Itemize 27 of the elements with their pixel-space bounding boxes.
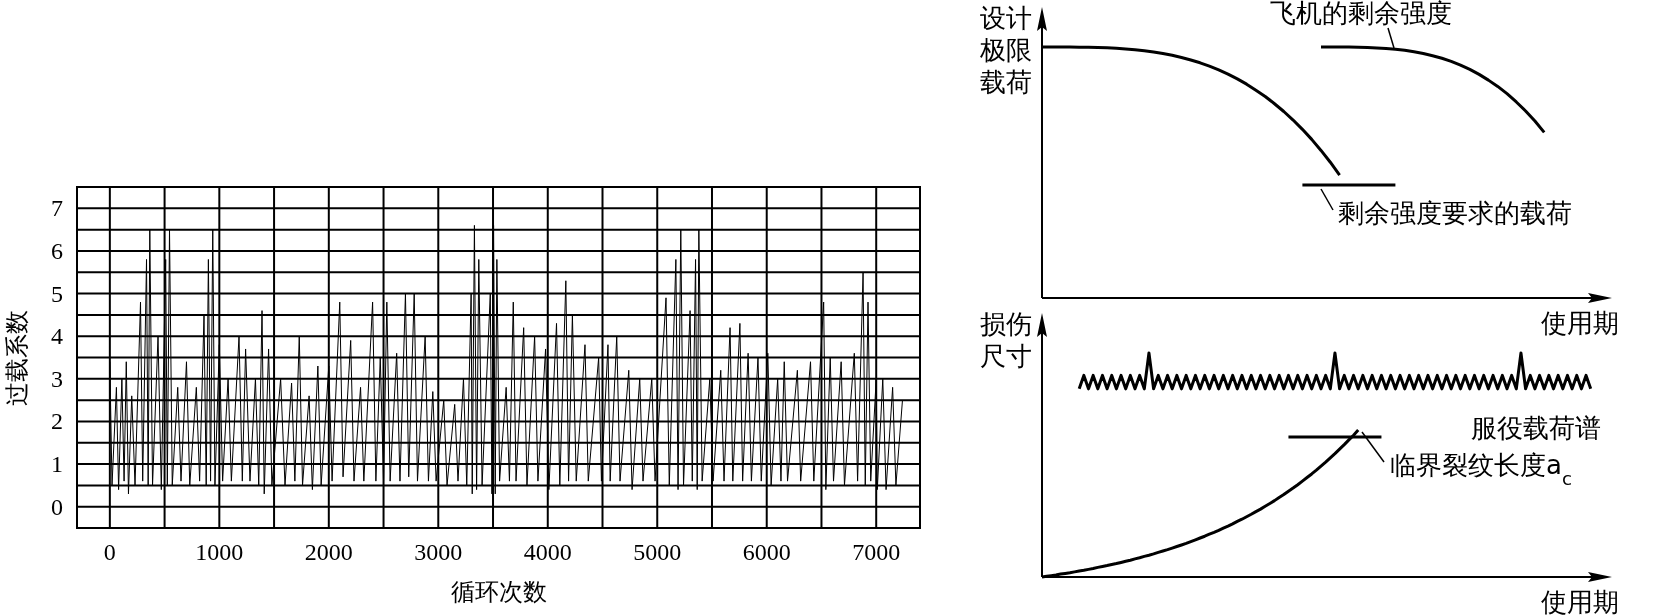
y-axis-title: 设计极限载荷 xyxy=(979,3,1032,97)
line-series xyxy=(109,224,903,495)
x-tick-label: 7000 xyxy=(852,539,901,565)
x-tick-label: 5000 xyxy=(633,539,682,565)
annotation: 临界裂纹长度a$_{c}$ xyxy=(1390,450,1572,489)
x-tick-label: 6000 xyxy=(742,539,791,565)
text: 飞机的剩余强度 xyxy=(1270,0,1452,28)
x-tick-label: 0 xyxy=(103,539,116,565)
y-tick-label: 7 xyxy=(51,195,63,222)
y-tick-label: 4 xyxy=(51,323,63,350)
y-axis-title: 损伤尺寸 xyxy=(980,309,1032,371)
y-tick-label: 0 xyxy=(51,493,63,520)
x-tick-label: 1000 xyxy=(195,539,244,565)
x-axis-title: 使用期 xyxy=(1541,308,1619,338)
x-tick-label: 2000 xyxy=(304,539,353,565)
x-tick-label: 3000 xyxy=(414,539,463,565)
x-tick-label: 4000 xyxy=(523,539,572,565)
y-axis-title: 过载系数 xyxy=(4,309,30,406)
y-tick-label: 5 xyxy=(51,280,63,307)
y-tick-label: 6 xyxy=(51,237,63,264)
annotation: 剩余强度要求的载荷 xyxy=(1338,198,1572,228)
y-tick-label: 3 xyxy=(51,365,63,392)
x-axis-title: 使用期 xyxy=(1541,587,1619,616)
y-tick-label: 1 xyxy=(51,451,63,478)
series-label: 服役载荷谱 xyxy=(1470,412,1601,443)
y-tick-label: 2 xyxy=(51,408,63,435)
x-axis-title: 循环次数 xyxy=(450,579,547,605)
